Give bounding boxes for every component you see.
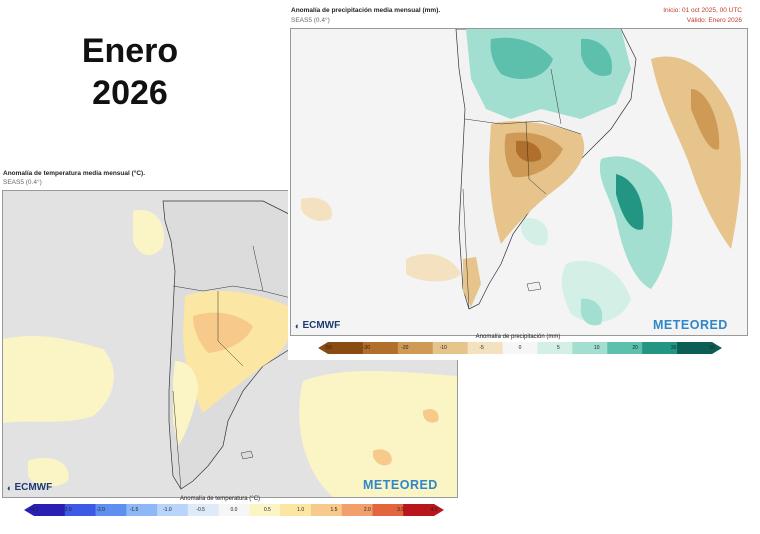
precipitation-colorbar-label: 30 xyxy=(670,345,677,351)
temperature-colorbar-cell xyxy=(249,504,281,516)
precipitation-colorbar-cell xyxy=(432,342,469,354)
temperature-colorbar-label: 1.5 xyxy=(330,507,338,513)
precipitation-colorbar-label: 20 xyxy=(632,345,638,351)
temperature-colorbar-label: -0.5 xyxy=(196,507,205,513)
precipitation-colorbar-right-arrow xyxy=(712,342,722,354)
temperature-colorbar-label: 1.0 xyxy=(297,507,305,513)
temperature-colorbar-cell xyxy=(95,504,127,516)
precipitation-anomaly-map: ◐ ECMWF METEORED xyxy=(290,28,748,336)
headline: Enero 2026 xyxy=(60,30,200,114)
precipitation-colorbar-cell xyxy=(502,342,538,354)
temperature-colorbar-label: -1.0 xyxy=(163,507,172,513)
temperature-colorbar xyxy=(24,504,444,516)
temperature-panel-title: Anomalía de temperatura media mensual (°… xyxy=(3,170,146,177)
temperature-colorbar-cell xyxy=(157,504,189,516)
temperature-colorbar-cell xyxy=(403,504,435,516)
temperature-colorbar-cell xyxy=(34,504,66,516)
precipitation-colorbar-cell xyxy=(362,342,399,354)
forecast-valid-text: Válido: Enero 2026 xyxy=(686,17,742,24)
temperature-colorbar-right-arrow xyxy=(434,504,444,516)
temperature-colorbar-cell xyxy=(341,504,373,516)
temperature-colorbar-label: 2.0 xyxy=(363,507,371,513)
ecmwf-logo: ◐ ECMWF xyxy=(7,482,52,493)
meteored-logo: METEORED xyxy=(363,478,438,492)
temperature-colorbar-cell xyxy=(126,504,158,516)
precipitation-colorbar-cell xyxy=(572,342,608,354)
precipitation-colorbar-label: -10 xyxy=(439,345,447,351)
precipitation-colorbar-cell xyxy=(642,342,678,354)
precipitation-colorbar-cell xyxy=(328,342,364,354)
precipitation-colorbar-label: -30 xyxy=(362,345,370,351)
precipitation-colorbar-cell xyxy=(677,342,713,354)
precipitation-panel: Anomalía de precipitación media mensual … xyxy=(288,0,750,360)
headline-year: 2026 xyxy=(92,74,168,112)
precipitation-colorbar-label: -20 xyxy=(401,345,409,351)
ecmwf-logo-text: ECMWF xyxy=(302,320,341,331)
precipitation-colorbar-cell xyxy=(397,342,434,354)
meteored-logo: METEORED xyxy=(653,318,728,332)
ecmwf-logo-text: ECMWF xyxy=(14,482,53,493)
precipitation-colorbar-label: -5 xyxy=(479,345,484,351)
ecmwf-globe-icon: ◐ xyxy=(7,482,13,493)
temperature-colorbar-cell xyxy=(218,504,250,516)
temperature-colorbar-label: 0.5 xyxy=(263,507,271,513)
precipitation-colorbar-label: -50 xyxy=(324,345,332,351)
precipitation-panel-title: Anomalía de precipitación media mensual … xyxy=(291,7,441,14)
precipitation-colorbar-cell xyxy=(537,342,573,354)
ecmwf-globe-icon: ◐ xyxy=(295,320,301,331)
temperature-panel-subtitle: SEAS5 (0.4°) xyxy=(3,179,42,186)
precipitation-colorbar-cell xyxy=(467,342,504,354)
temperature-colorbar-cell xyxy=(310,504,343,516)
temperature-colorbar-label: 0.0 xyxy=(230,507,238,513)
temperature-colorbar-cell xyxy=(64,504,97,516)
temperature-colorbar-title: Anomalía de temperatura (°C) xyxy=(179,496,261,502)
precipitation-colorbar-label: 10 xyxy=(594,345,600,351)
precipitation-colorbar-cell xyxy=(607,342,643,354)
temperature-colorbar-cell xyxy=(187,504,220,516)
temperature-colorbar-label: -3.0 xyxy=(63,507,72,513)
precipitation-colorbar-label: 0 xyxy=(518,345,522,351)
precipitation-colorbar-label: 5 xyxy=(557,345,560,351)
temperature-colorbar-label: 4.0 xyxy=(430,507,438,513)
headline-month: Enero xyxy=(81,32,179,70)
precipitation-map-graphic xyxy=(291,29,747,335)
temperature-colorbar-cell xyxy=(280,504,312,516)
precipitation-colorbar-label: 50 xyxy=(709,345,715,351)
precipitation-colorbar xyxy=(318,342,722,354)
temperature-colorbar-left-arrow xyxy=(24,504,34,516)
forecast-init-text: Inicio: 01 oct 2025, 00 UTC xyxy=(663,7,742,14)
temperature-colorbar-label: -4.0 xyxy=(29,507,39,513)
precipitation-colorbar-title: Anomalía de precipitación (mm) xyxy=(475,334,561,340)
temperature-colorbar-label: -2.0 xyxy=(96,507,105,513)
temperature-colorbar-label: -1.5 xyxy=(129,507,139,513)
precipitation-colorbar-left-arrow xyxy=(318,342,328,354)
ecmwf-logo: ◐ ECMWF xyxy=(295,320,340,331)
temperature-colorbar-label: 3.0 xyxy=(397,507,405,513)
temperature-colorbar-cell xyxy=(372,504,404,516)
precipitation-panel-subtitle: SEAS5 (0.4°) xyxy=(291,17,330,24)
